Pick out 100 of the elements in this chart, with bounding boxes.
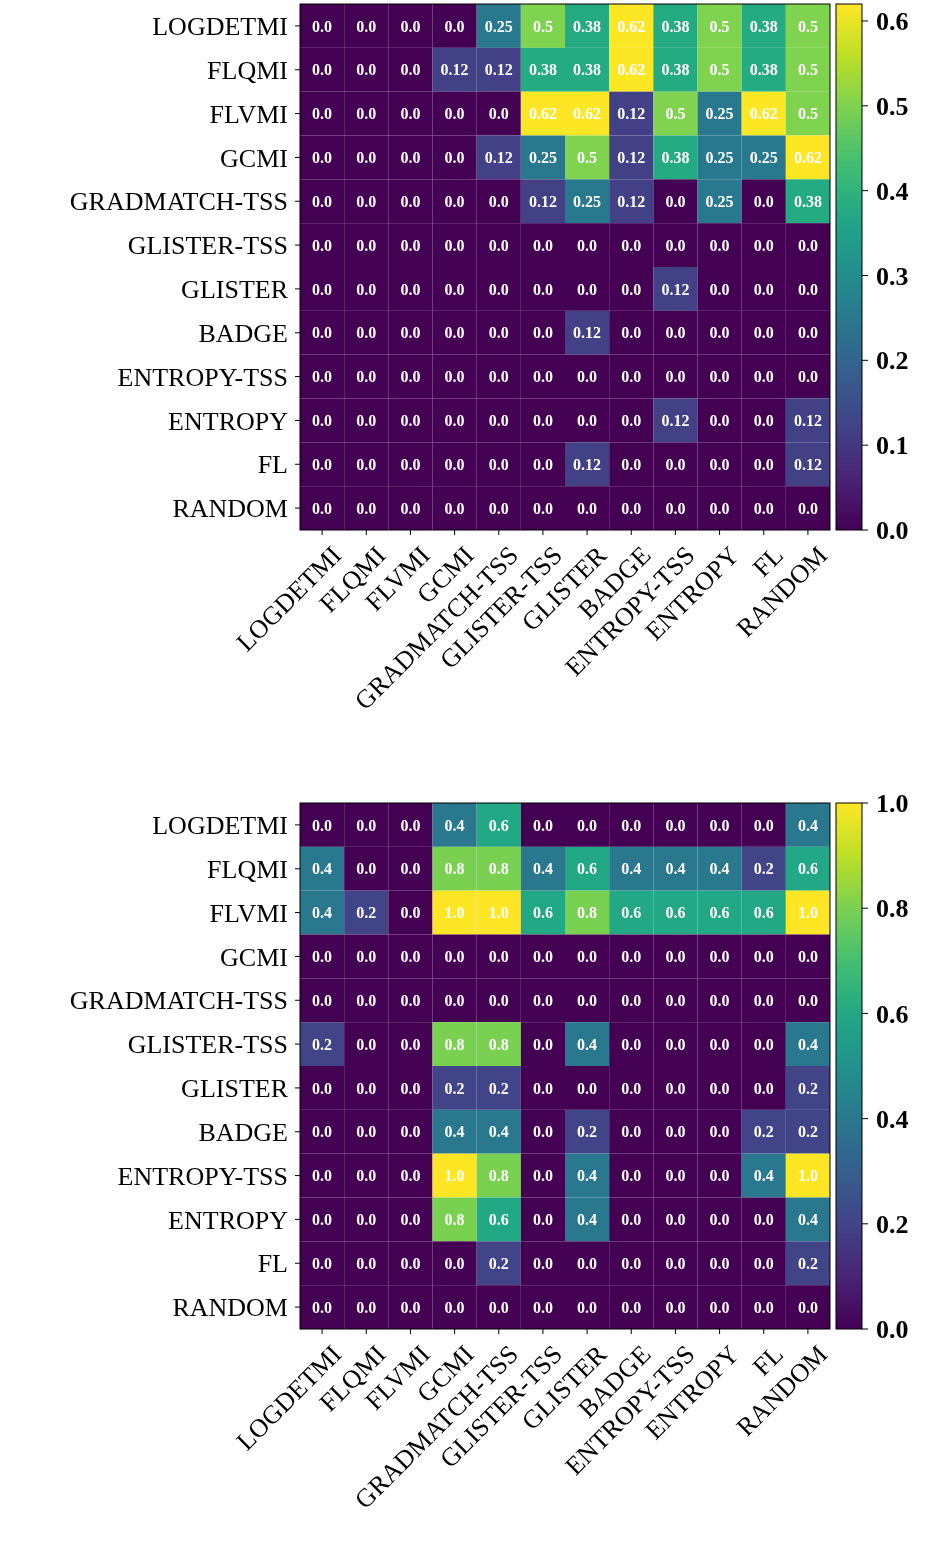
data-label: 0.0 [532, 455, 553, 473]
data-label: 0.0 [400, 904, 421, 922]
data-label: 0.62 [617, 61, 646, 79]
data-label: 0.4 [797, 1035, 818, 1053]
data-label: 0.0 [621, 324, 642, 342]
data-label: 0.0 [312, 105, 333, 123]
data-label: 0.25 [749, 149, 778, 167]
data-label: 0.0 [709, 236, 730, 254]
data-label: 0.0 [356, 1298, 377, 1316]
data-label: 0.38 [749, 61, 778, 79]
data-label: 0.0 [753, 1079, 774, 1097]
data-label: 0.0 [444, 105, 465, 123]
data-label: 0.0 [356, 991, 377, 1009]
data-label: 0.0 [621, 1211, 642, 1229]
data-label: 0.0 [577, 499, 598, 517]
data-label: 0.0 [400, 324, 421, 342]
data-label: 0.12 [484, 61, 513, 79]
data-label: 0.12 [573, 324, 602, 342]
data-label: 0.0 [532, 1035, 553, 1053]
data-label: 0.38 [661, 17, 690, 35]
data-label: 0.0 [665, 1035, 686, 1053]
data-label: 0.0 [400, 991, 421, 1009]
y-tick-label: ENTROPY-TSS [117, 362, 288, 392]
data-label: 0.0 [400, 105, 421, 123]
data-label: 0.12 [793, 412, 822, 430]
data-label: 0.2 [312, 1035, 333, 1053]
data-label: 0.0 [709, 1167, 730, 1185]
data-label: 0.0 [312, 17, 333, 35]
data-label: 0.4 [577, 1167, 598, 1185]
data-label: 0.0 [312, 368, 333, 386]
data-label: 0.0 [400, 61, 421, 79]
data-label: 0.0 [444, 499, 465, 517]
data-label: 0.0 [532, 1123, 553, 1141]
y-tick-label: GRADMATCH-TSS [69, 986, 288, 1016]
data-label: 0.5 [797, 105, 818, 123]
data-label: 0.0 [532, 236, 553, 254]
data-label: 0.4 [312, 860, 333, 878]
y-tick-label: GLISTER-TSS [127, 231, 288, 261]
data-label: 0.0 [621, 455, 642, 473]
data-label: 0.0 [621, 1035, 642, 1053]
y-tick-label: GCMI [220, 942, 288, 972]
data-label: 0.0 [312, 948, 333, 966]
data-label: 0.0 [753, 816, 774, 834]
y-tick-label: ENTROPY [168, 406, 289, 436]
data-label: 0.0 [532, 368, 553, 386]
data-label: 0.0 [312, 192, 333, 210]
data-label: 0.62 [617, 17, 646, 35]
data-label: 0.0 [356, 1211, 377, 1229]
data-label: 0.0 [488, 236, 509, 254]
data-label: 0.0 [709, 1123, 730, 1141]
data-label: 0.6 [665, 904, 686, 922]
data-label: 0.0 [312, 236, 333, 254]
data-label: 0.0 [665, 816, 686, 834]
data-label: 0.2 [488, 1079, 509, 1097]
data-label: 0.8 [444, 1035, 465, 1053]
data-label: 0.0 [312, 412, 333, 430]
data-label: 0.0 [532, 1079, 553, 1097]
data-label: 0.0 [312, 61, 333, 79]
data-label: 0.0 [577, 236, 598, 254]
color-bar-label: 0.3 [876, 261, 909, 291]
color-bar-label: 0.0 [876, 516, 909, 546]
data-label: 0.0 [444, 412, 465, 430]
data-label: 0.0 [488, 412, 509, 430]
data-label: 0.0 [665, 1211, 686, 1229]
data-label: 0.0 [532, 1211, 553, 1229]
data-label: 0.0 [577, 280, 598, 298]
data-label: 0.4 [488, 1123, 509, 1141]
data-label: 0.0 [356, 105, 377, 123]
data-label: 0.0 [488, 991, 509, 1009]
data-label: 0.12 [573, 455, 602, 473]
data-label: 0.38 [749, 17, 778, 35]
data-label: 0.0 [400, 236, 421, 254]
color-bar-label: 0.4 [876, 176, 909, 206]
data-label: 0.0 [621, 280, 642, 298]
data-label: 0.6 [797, 860, 818, 878]
data-label: 0.0 [665, 368, 686, 386]
data-label: 0.0 [621, 236, 642, 254]
data-label: 0.2 [753, 1123, 774, 1141]
data-label: 0.0 [665, 236, 686, 254]
data-label: 0.0 [709, 368, 730, 386]
data-label: 0.0 [400, 948, 421, 966]
y-tick-label: GLISTER [181, 275, 289, 305]
data-label: 0.0 [444, 455, 465, 473]
data-label: 0.0 [709, 816, 730, 834]
data-label: 0.0 [356, 948, 377, 966]
data-label: 0.4 [532, 860, 553, 878]
data-label: 0.0 [621, 991, 642, 1009]
data-label: 0.0 [400, 1298, 421, 1316]
data-label: 0.0 [577, 816, 598, 834]
data-label: 0.0 [621, 1298, 642, 1316]
data-label: 0.0 [312, 1079, 333, 1097]
data-label: 0.12 [484, 149, 513, 167]
y-tick-label: RANDOM [172, 1293, 288, 1323]
color-bar-label: 1.0 [876, 789, 909, 819]
data-label: 0.0 [532, 816, 553, 834]
data-label: 0.0 [488, 499, 509, 517]
data-label: 0.12 [617, 105, 646, 123]
data-label: 0.0 [444, 1298, 465, 1316]
data-label: 0.0 [797, 499, 818, 517]
data-label: 0.0 [312, 1254, 333, 1272]
